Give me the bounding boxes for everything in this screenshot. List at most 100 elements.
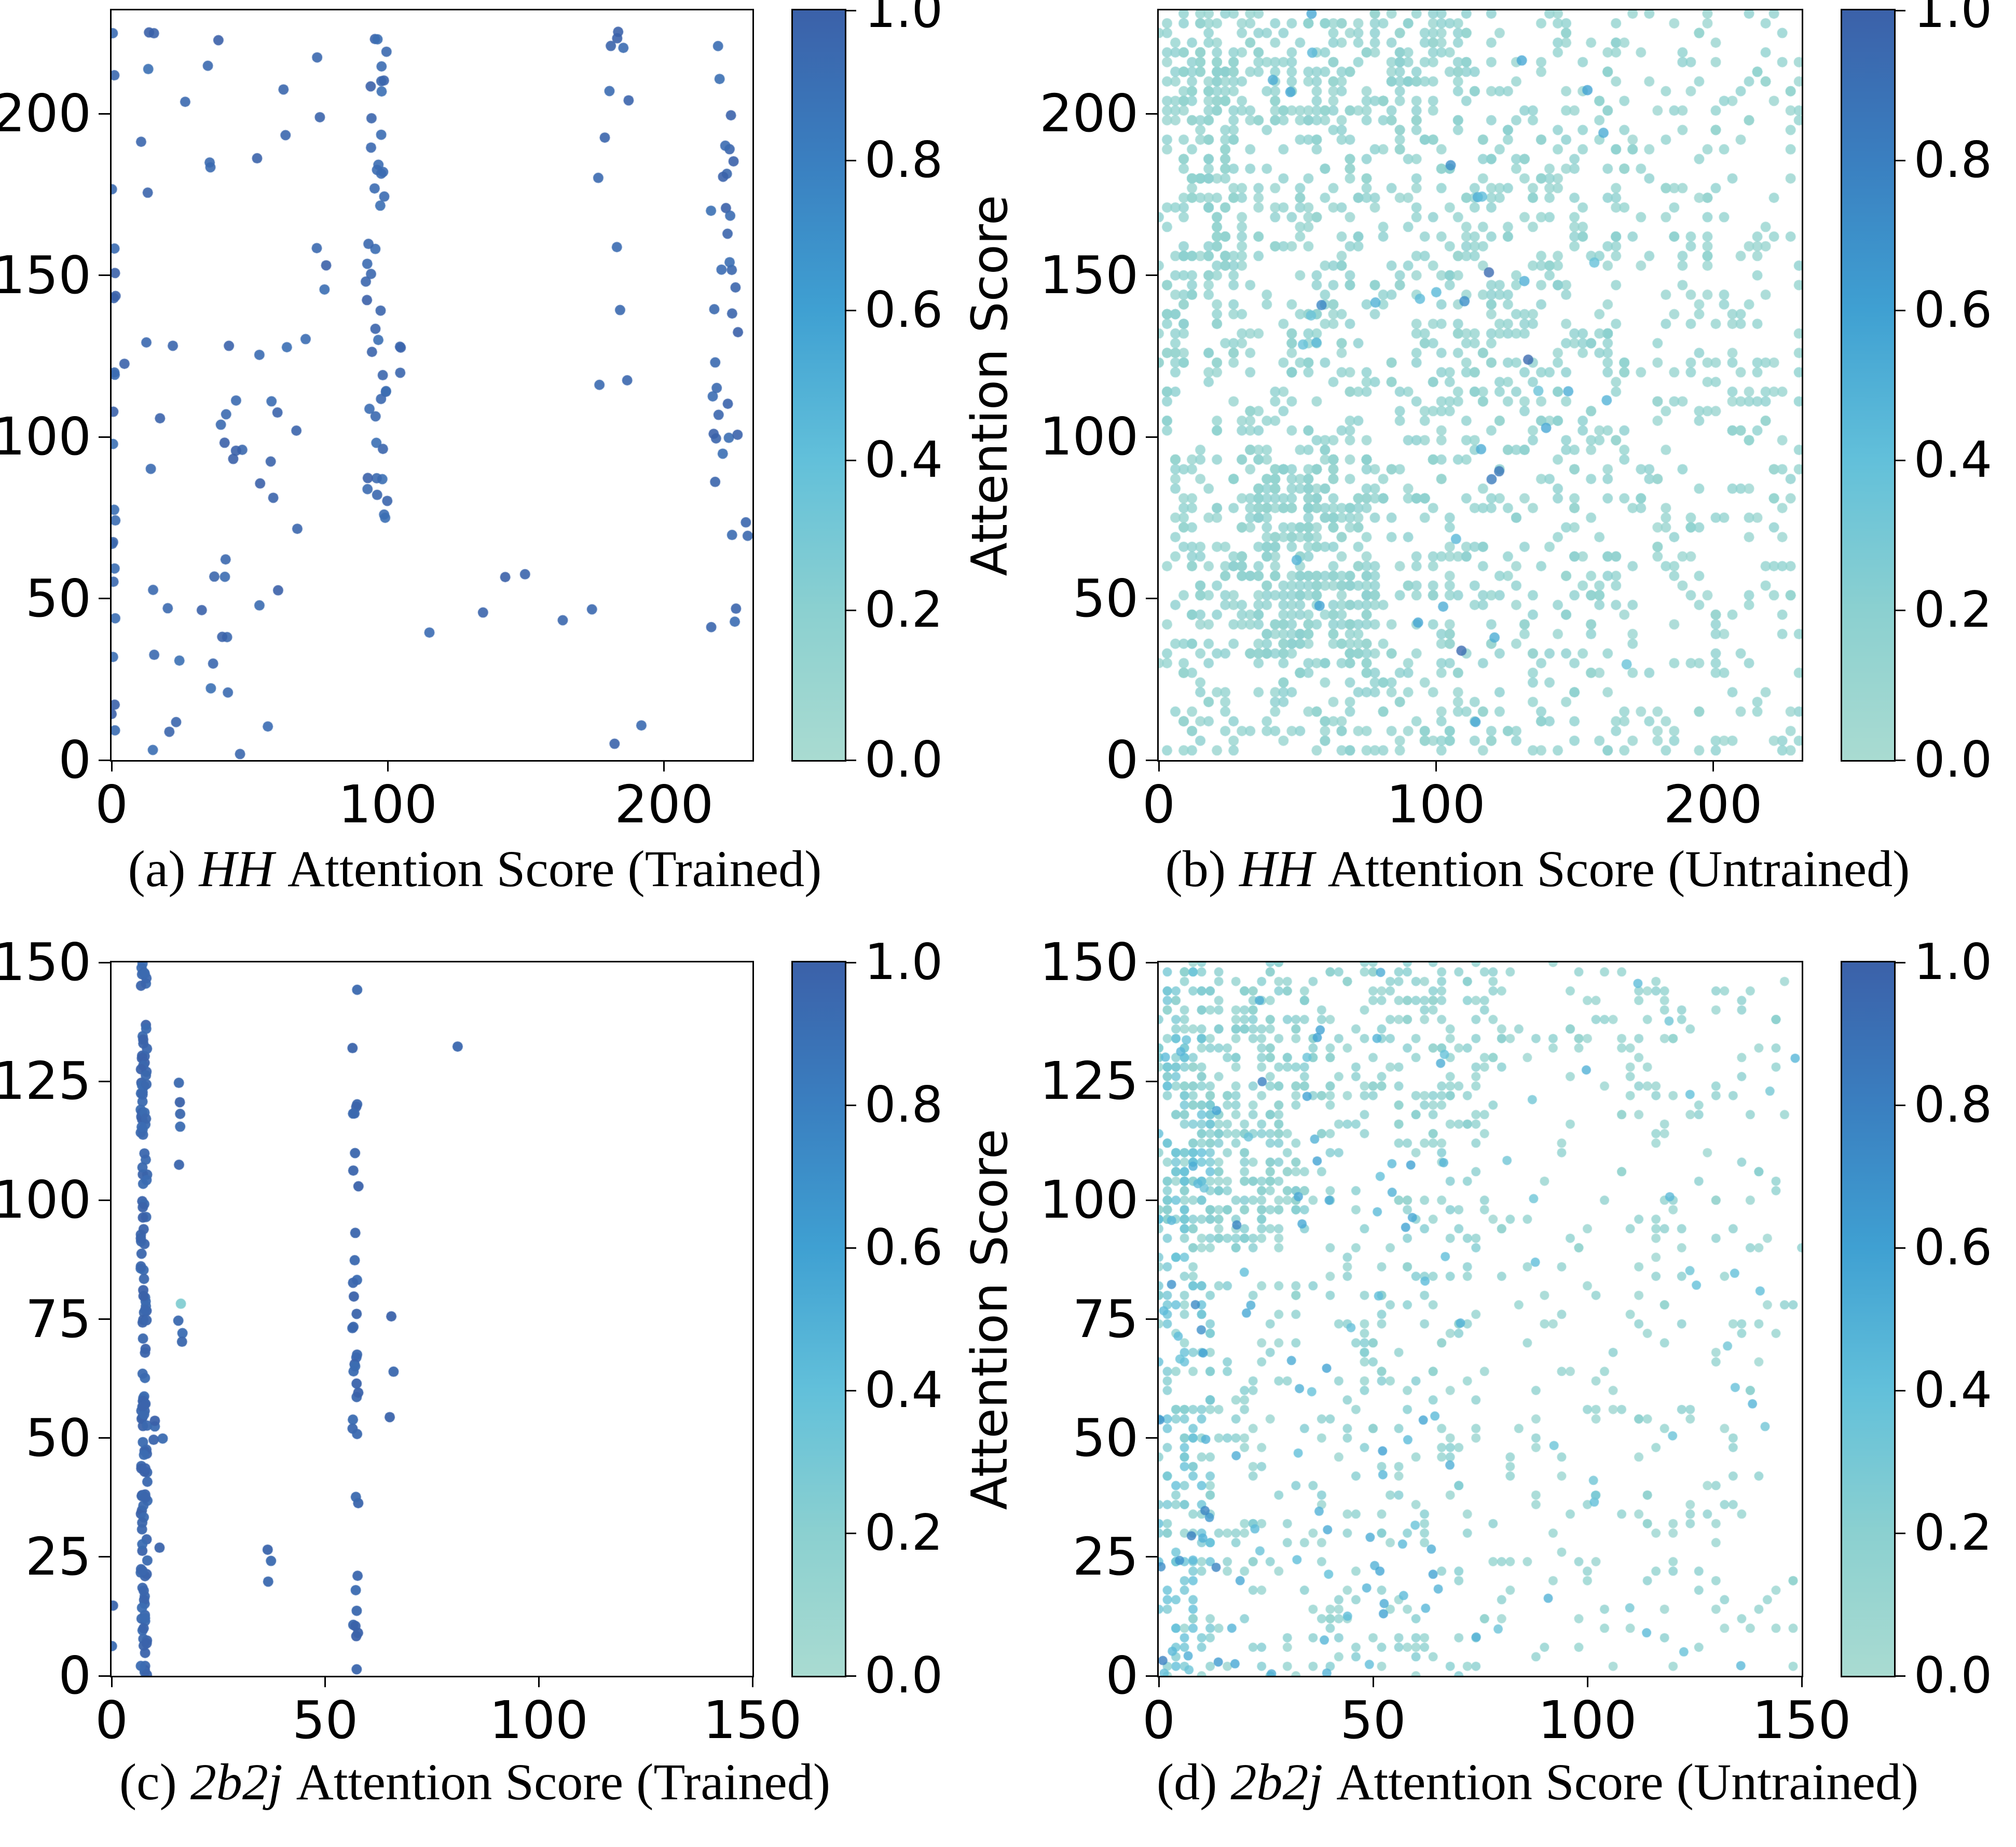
y-tick (1146, 1437, 1157, 1439)
y-tick-label: 150 (1039, 244, 1139, 306)
colorbar-tick-label: 0.2 (865, 1505, 943, 1562)
x-tick (1158, 760, 1160, 771)
x-tick (111, 760, 113, 771)
caption-panel-b: (b) HH Attention Score (Untrained) (1081, 835, 1994, 903)
y-tick (99, 274, 110, 277)
caption-a-math: HH (199, 840, 274, 898)
colorbar-tick (1894, 1104, 1905, 1106)
caption-b-index: (b) (1165, 840, 1226, 898)
colorbar-axis-label: Attention Score (2011, 195, 2016, 576)
colorbar-tick (1894, 309, 1905, 311)
colorbar-tick-label: 0.0 (865, 732, 943, 789)
x-tick-label: 100 (1538, 1690, 1637, 1750)
colorbar-tick-label: 0.0 (865, 1647, 943, 1704)
x-tick-label: 100 (489, 1690, 588, 1750)
x-tick (1158, 1676, 1160, 1687)
caption-panel-c: (c) 2b2j Attention Score (Trained) (34, 1748, 916, 1816)
x-tick (324, 1676, 326, 1687)
y-tick-label: 75 (25, 1288, 91, 1349)
caption-b-math: HH (1239, 840, 1314, 898)
colorbar-tick (1894, 1389, 1905, 1391)
caption-a-text: Attention Score (Trained) (287, 840, 822, 898)
y-tick-label: 50 (25, 568, 91, 629)
scatter-canvas-hh-trained (112, 10, 752, 760)
y-tick (1146, 759, 1157, 761)
x-tick-label: 100 (1386, 774, 1486, 835)
colorbar-tick-label: 1.0 (1914, 934, 1993, 991)
colorbar-tick (845, 1389, 856, 1391)
colorbar-tick-label: 0.8 (865, 1077, 943, 1134)
x-tick-label: 150 (703, 1690, 802, 1750)
y-tick (1146, 1318, 1157, 1320)
x-tick-label: 50 (292, 1690, 359, 1750)
y-tick (1146, 1080, 1157, 1082)
y-tick (1146, 436, 1157, 438)
y-tick (99, 961, 110, 963)
y-tick-label: 50 (1072, 1407, 1139, 1468)
colorbar-tick-label: 0.8 (1914, 132, 1993, 189)
y-tick-label: 200 (0, 83, 91, 144)
colorbar-2b2j-trained (791, 961, 846, 1677)
colorbar-hh-untrained (1841, 9, 1896, 762)
colorbar-tick (845, 1247, 856, 1249)
scatter-plot-2b2j-untrained (1157, 961, 1803, 1677)
colorbar-tick-label: 0.0 (1914, 1647, 1993, 1704)
colorbar-tick-label: 0.6 (1914, 282, 1993, 339)
x-tick-label: 150 (1752, 1690, 1852, 1750)
colorbar-tick (845, 159, 856, 161)
y-tick (99, 1556, 110, 1558)
y-tick-label: 0 (58, 1645, 91, 1706)
y-tick-label: 100 (0, 406, 91, 467)
caption-d-math: 2b2j (1230, 1753, 1323, 1811)
scatter-plot-2b2j-trained (110, 961, 754, 1677)
caption-a-index: (a) (128, 840, 186, 898)
colorbar-hh-trained (791, 9, 846, 762)
colorbar-tick-label: 0.8 (865, 132, 943, 189)
x-tick-label: 200 (614, 774, 714, 835)
colorbar-tick (1894, 1247, 1905, 1249)
caption-c-math: 2b2j (190, 1753, 283, 1811)
colorbar-tick (845, 1104, 856, 1106)
colorbar-tick-label: 0.6 (865, 1219, 943, 1276)
x-tick-label: 50 (1340, 1690, 1406, 1750)
colorbar-tick (845, 609, 856, 611)
x-tick-label: 0 (95, 774, 128, 835)
colorbar-tick-label: 0.0 (1914, 732, 1993, 789)
colorbar-tick (845, 309, 856, 311)
colorbar-tick (845, 459, 856, 461)
y-tick-label: 0 (58, 729, 91, 790)
x-tick (1586, 1676, 1588, 1687)
colorbar-tick-label: 1.0 (865, 0, 943, 39)
x-tick (1712, 760, 1714, 771)
colorbar-tick (1894, 609, 1905, 611)
colorbar-tick (1894, 961, 1905, 963)
y-tick (99, 759, 110, 761)
y-tick-label: 75 (1072, 1288, 1139, 1349)
x-tick-label: 0 (95, 1690, 128, 1750)
y-tick (1146, 961, 1157, 963)
y-tick-label: 0 (1105, 1645, 1139, 1706)
colorbar-tick-label: 0.6 (1914, 1219, 1993, 1276)
y-tick (99, 436, 110, 438)
y-tick-label: 100 (1039, 406, 1139, 467)
x-tick (111, 1676, 113, 1687)
y-tick-label: 100 (0, 1169, 91, 1231)
caption-panel-d: (d) 2b2j Attention Score (Untrained) (1081, 1748, 1994, 1816)
colorbar-tick-label: 0.2 (1914, 1505, 1993, 1562)
colorbar-tick (1894, 1532, 1905, 1534)
x-tick-label: 100 (338, 774, 437, 835)
y-tick-label: 25 (1072, 1526, 1139, 1587)
x-tick-label: 0 (1142, 1690, 1175, 1750)
colorbar-tick-label: 0.8 (1914, 1077, 1993, 1134)
y-tick (99, 1199, 110, 1201)
colorbar-tick (845, 759, 856, 761)
y-tick-label: 25 (25, 1526, 91, 1587)
caption-d-index: (d) (1156, 1753, 1217, 1811)
y-tick (1146, 598, 1157, 600)
y-tick (1146, 1199, 1157, 1201)
y-tick-label: 0 (1105, 729, 1139, 790)
y-tick-label: 125 (1039, 1051, 1139, 1112)
y-tick (1146, 274, 1157, 277)
colorbar-tick-label: 1.0 (865, 934, 943, 991)
